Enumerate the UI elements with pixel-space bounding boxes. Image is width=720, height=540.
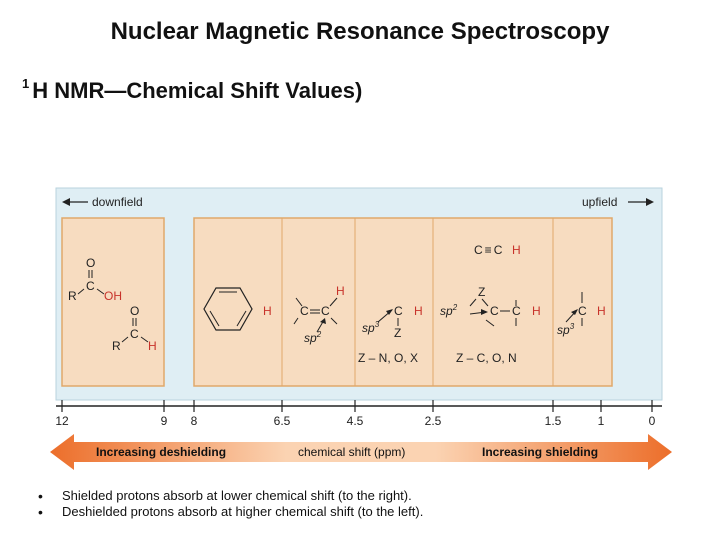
acid-hydroxyl: OH	[104, 289, 122, 303]
bullet-item: Shielded protons absorb at lower chemica…	[36, 488, 423, 504]
aldehyde-hydrogen: H	[148, 339, 157, 353]
hetero-hydrogen: H	[414, 304, 423, 318]
heteroatom-structure: C H Z sp3 Z – N, O, X	[358, 304, 423, 365]
axis-tick-label: 1.5	[545, 414, 562, 428]
bullet-item: Deshielded protons absorb at higher chem…	[36, 504, 423, 520]
alkene-carbon-1: C	[300, 304, 309, 318]
alkyl-carbon: C	[578, 304, 587, 318]
upfield-indicator: upfield	[582, 195, 654, 209]
subtitle-text: H NMR—Chemical Shift Values)	[32, 78, 363, 103]
carboxylic-acid-structure: O C R OH	[68, 256, 122, 303]
shielding-label: Increasing shielding	[482, 445, 598, 459]
alkyne-hydrogen: H	[512, 243, 521, 257]
hetero-sp3-label: sp3	[362, 320, 380, 335]
downfield-indicator: downfield	[62, 195, 143, 209]
hetero-carbon: C	[394, 304, 403, 318]
allylic-z-list: Z – C, O, N	[456, 351, 517, 365]
axis-tick-label: 4.5	[347, 414, 364, 428]
alkene-sp2-label: sp2	[304, 330, 322, 345]
alkyl-sp3-label: sp3	[557, 322, 575, 337]
acid-r-group: R	[68, 289, 77, 303]
hetero-z-list: Z – N, O, X	[358, 351, 418, 365]
allylic-z: Z	[478, 285, 485, 299]
allylic-carbon-2: C	[512, 304, 521, 318]
alkene-carbon-2: C	[321, 304, 330, 318]
superscript-one: 1	[22, 76, 30, 91]
axis-tick-label: 1	[598, 414, 605, 428]
alkene-hydrogen: H	[336, 284, 345, 298]
alkene-structure: C C H sp2	[293, 284, 345, 345]
allylic-hydrogen: H	[532, 304, 541, 318]
deshielding-label: Increasing deshielding	[96, 445, 226, 459]
axis-tick-label: 8	[191, 414, 198, 428]
axis-tick-label: 6.5	[274, 414, 291, 428]
allylic-structure: C ≡ C H Z C C H sp2 Z – C, O, N	[440, 243, 541, 365]
benzene-structure: H	[203, 287, 272, 331]
acid-carbon: C	[86, 279, 95, 293]
hetero-z: Z	[394, 326, 401, 340]
axis-tick-label: 0	[649, 414, 656, 428]
aromatic-hydrogen: H	[263, 304, 272, 318]
region-box-carbonyl	[61, 217, 165, 387]
alkyl-structure: C H sp3	[557, 292, 606, 337]
aldehyde-oxygen: O	[130, 304, 139, 318]
region-box-aromatic-to-alkyl	[193, 217, 613, 387]
downfield-label: downfield	[92, 195, 143, 209]
axis-tick-label: 9	[161, 414, 168, 428]
axis-label: chemical shift (ppm)	[298, 445, 405, 459]
aldehyde-structure: O C R H	[112, 304, 157, 353]
alkyl-hydrogen: H	[597, 304, 606, 318]
slide-title: Nuclear Magnetic Resonance Spectroscopy	[110, 18, 610, 45]
bullet-list: Shielded protons absorb at lower chemica…	[36, 488, 423, 520]
axis-ticks: 12 9 8 6.5 4.5 2.5 1.5 1 0	[55, 400, 656, 428]
ppm-axis: 12 9 8 6.5 4.5 2.5 1.5 1 0	[55, 400, 662, 428]
alkyne-label: C ≡ C	[474, 243, 503, 257]
aldehyde-carbon: C	[130, 327, 139, 341]
acid-oxygen: O	[86, 256, 95, 270]
shielding-arrow: Increasing deshielding chemical shift (p…	[50, 434, 672, 470]
axis-tick-label: 12	[55, 414, 69, 428]
allylic-carbon-1: C	[490, 304, 499, 318]
allylic-sp2-label: sp2	[440, 303, 458, 318]
axis-tick-label: 2.5	[425, 414, 442, 428]
upfield-label: upfield	[582, 195, 617, 209]
region-boxes	[61, 217, 613, 387]
aldehyde-r-group: R	[112, 339, 121, 353]
